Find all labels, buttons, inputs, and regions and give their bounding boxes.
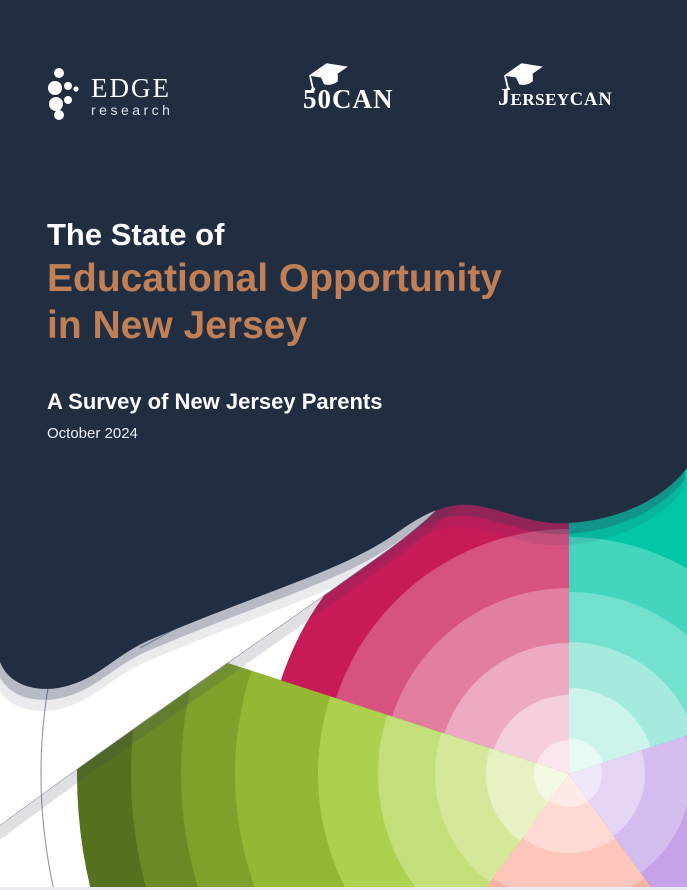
jerseycan-logo-part1: Jersey (498, 85, 570, 111)
title-block: The State of Educational Opportunity in … (47, 216, 502, 350)
jerseycan-logo: JerseyCAN (498, 58, 648, 112)
page-title-main-2: in New Jersey (47, 304, 308, 348)
page-subtitle: A Survey of New Jersey Parents (47, 389, 383, 414)
jerseycan-logo-text: JerseyCAN (498, 85, 648, 112)
graduation-cap-icon (303, 58, 413, 92)
edge-logo-text: EDGE (91, 72, 171, 103)
edge-logo-subtext: research (91, 101, 174, 118)
graduation-cap-icon (498, 58, 648, 92)
fiftycan-logo-text: 50CAN (303, 84, 394, 114)
page-title-intro: The State of (47, 217, 225, 252)
publication-date: October 2024 (47, 425, 138, 442)
page-title-main: Educational Opportunity (47, 256, 502, 300)
fiftycan-logo: 50CAN (303, 58, 413, 115)
jerseycan-logo-part2: CAN (569, 90, 613, 110)
edge-research-logo: EDGE research (47, 66, 173, 125)
edge-dots-icon (47, 66, 83, 125)
